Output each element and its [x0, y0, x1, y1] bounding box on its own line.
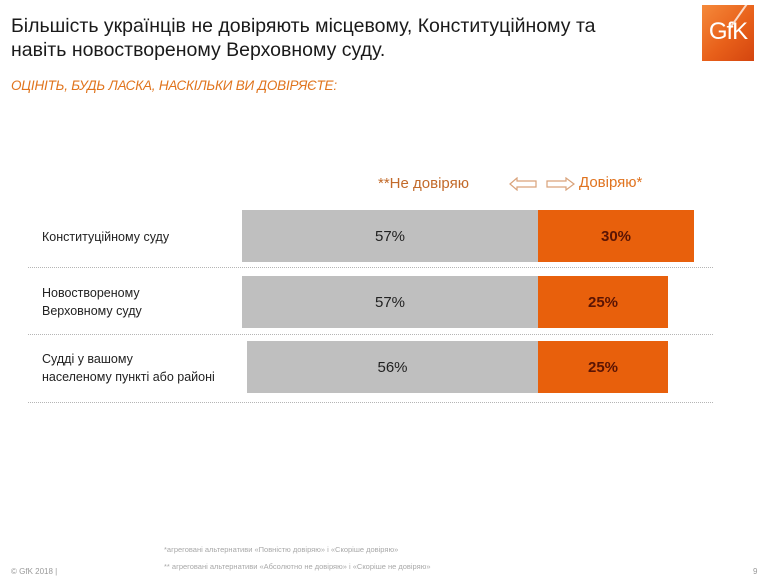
- category-label: Конституційному суду: [42, 230, 170, 244]
- bar-distrust: 56%: [247, 341, 538, 393]
- row-divider: [28, 334, 713, 335]
- bar-distrust: 57%: [242, 276, 538, 328]
- row-divider: [28, 402, 713, 403]
- legend-distrust: **Не довіряю: [378, 175, 469, 192]
- left-arrow-icon: [509, 177, 537, 191]
- footnote-trust: *агреговані альтернативи «Повністю довір…: [164, 545, 399, 554]
- row-divider: [28, 267, 713, 268]
- page-number: 9: [753, 567, 758, 576]
- right-arrow-icon: [546, 177, 575, 191]
- data-label-trust: 25%: [587, 358, 619, 376]
- page-title: Більшість українців не довіряють місцево…: [11, 15, 596, 61]
- double-arrow-icon: [509, 177, 575, 191]
- bar-trust: 25%: [538, 341, 668, 393]
- bar-distrust: 57%: [242, 210, 538, 262]
- data-label-distrust: 57%: [374, 293, 406, 311]
- question-subtitle: ОЦІНІТЬ, БУДЬ ЛАСКА, НАСКІЛЬКИ ВИ ДОВІРЯ…: [11, 78, 337, 93]
- legend-trust: Довіряю*: [579, 174, 643, 191]
- data-label-trust: 25%: [587, 293, 619, 311]
- footnote-distrust: ** агреговані альтернативи «Абсолютно не…: [164, 562, 431, 571]
- copyright: © GfK 2018 |: [11, 567, 58, 576]
- category-label: Новоствореному Верховному суду: [42, 286, 142, 318]
- data-label-distrust: 57%: [374, 227, 406, 245]
- data-label-distrust: 56%: [377, 358, 408, 376]
- data-label-trust: 30%: [600, 227, 632, 245]
- bar-trust: 30%: [538, 210, 694, 262]
- logo-text: GfK: [708, 18, 748, 45]
- category-label: Судді у вашому населеному пункті або рай…: [42, 352, 215, 384]
- bar-trust: 25%: [538, 276, 668, 328]
- gfk-logo: GfK: [702, 5, 754, 61]
